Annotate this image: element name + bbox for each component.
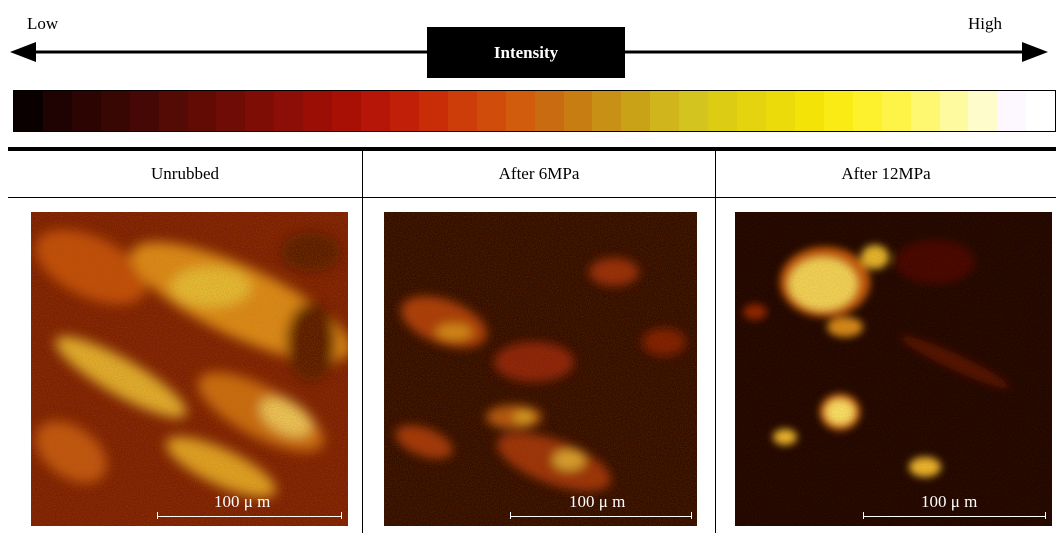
colorbar-segment (216, 91, 246, 131)
colorbar-segment (708, 91, 738, 131)
table-header-rule (8, 197, 1056, 198)
colorbar-segment (592, 91, 622, 131)
column-divider (362, 151, 363, 533)
colorbar-segment (881, 91, 911, 131)
column-header-12mpa: After 12MPa (841, 164, 931, 183)
micrograph-6mpa: 100 μ m (384, 212, 697, 526)
colorbar-segment (765, 91, 795, 131)
scale-bar-label: 100 μ m (921, 492, 978, 511)
colorbar-segment (1026, 91, 1056, 131)
table-top-rule (8, 147, 1056, 151)
colorbar-segment (679, 91, 709, 131)
colorbar-segment (158, 91, 188, 131)
colorbar-segment (187, 91, 217, 131)
colorbar-segment (274, 91, 304, 131)
scale-bar-tick (691, 512, 692, 519)
intensity-colorbar (13, 90, 1056, 132)
colorbar-segment (418, 91, 448, 131)
colorbar-segment (71, 91, 101, 131)
colorbar-segment (910, 91, 940, 131)
micrograph-12mpa: 100 μ m (735, 212, 1052, 526)
scale-bar-tick (157, 512, 158, 519)
colorbar-segment (794, 91, 824, 131)
micrograph-unrubbed: 100 μ m (31, 212, 348, 526)
colorbar-segment (303, 91, 333, 131)
colorbar-segment (621, 91, 651, 131)
low-label: Low (27, 14, 59, 33)
scale-bar-tick (341, 512, 342, 519)
colorbar-segment (42, 91, 72, 131)
intensity-title: Intensity (427, 27, 625, 78)
colorbar-segment (737, 91, 766, 131)
colorbar-segment (534, 91, 564, 131)
scale-bar (863, 516, 1046, 517)
colorbar-segment (852, 91, 882, 131)
colorbar-segment (14, 91, 43, 131)
scale-bar-tick (863, 512, 864, 519)
colorbar-segment (100, 91, 130, 131)
colorbar-segment (939, 91, 969, 131)
column-divider (715, 151, 716, 533)
colorbar-segment (447, 91, 477, 131)
high-label: High (968, 14, 1002, 33)
scale-bar-tick (510, 512, 511, 519)
scale-bar (510, 516, 692, 517)
scale-bar-label: 100 μ m (569, 492, 626, 511)
colorbar-segment (361, 91, 390, 131)
colorbar-segment (389, 91, 419, 131)
colorbar-segment (129, 91, 159, 131)
colorbar-segment (997, 91, 1027, 131)
colorbar-segment (245, 91, 275, 131)
colorbar-segment (650, 91, 680, 131)
scale-bar-label: 100 μ m (214, 492, 271, 511)
colorbar-segment (505, 91, 535, 131)
scale-bar-tick (1045, 512, 1046, 519)
colorbar-segment (968, 91, 998, 131)
colorbar-segment (332, 91, 362, 131)
colorbar-segment (823, 91, 853, 131)
column-header-unrubbed: Unrubbed (151, 164, 219, 183)
colorbar-segment (476, 91, 506, 131)
intensity-title-text: Intensity (493, 42, 559, 62)
scale-bar (157, 516, 342, 517)
column-header-6mpa: After 6MPa (498, 164, 580, 183)
colorbar-segment (563, 91, 593, 131)
intensity-arrow (10, 42, 1048, 62)
